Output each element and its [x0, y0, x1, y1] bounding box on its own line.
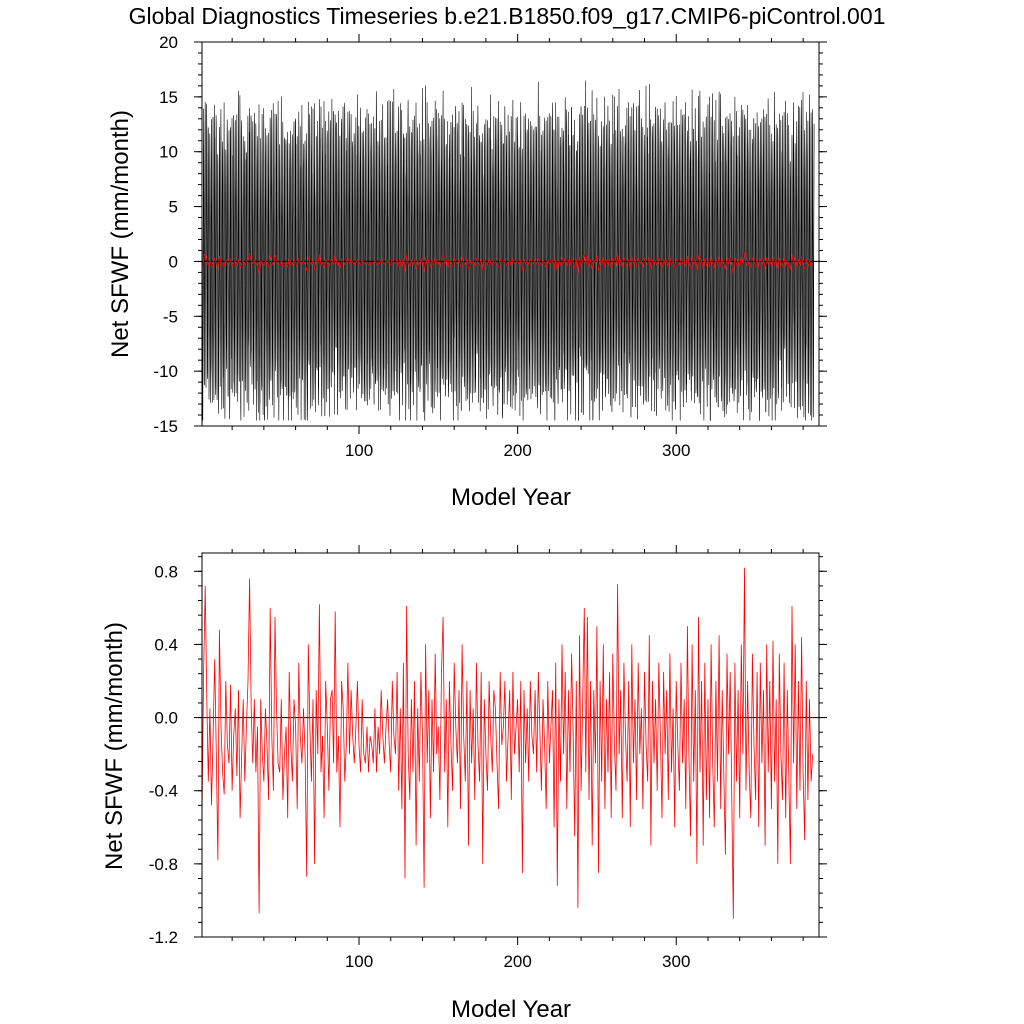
- bottom-plot-area: [201, 567, 819, 919]
- top-x-axis-label: Model Year: [451, 484, 571, 511]
- bottom-y-axis-label: Net SFWF (mm/month): [101, 622, 128, 870]
- y-tick-label: 0.8: [154, 562, 178, 581]
- monthly-series-line: [201, 80, 815, 421]
- y-tick-label: -10: [153, 362, 178, 381]
- bottom-panel: 100 200 300 -1.2 -0.8 -0.4 0.0 0.4 0.8 Net SFWF …: [101, 545, 827, 1023]
- x-tick-label: 100: [345, 952, 373, 971]
- chart-title: Global Diagnostics Timeseries b.e21.B185…: [129, 3, 886, 29]
- x-tick-label: 100: [345, 441, 373, 460]
- top-axes-ticks: 100 200 300 -15 -10 -5 0 5 10 15 20: [153, 33, 827, 460]
- y-tick-label: -0.4: [149, 782, 178, 801]
- y-tick-label: 0.4: [154, 635, 178, 654]
- y-tick-label: -1.2: [149, 928, 178, 947]
- y-tick-label: 0.0: [154, 709, 178, 728]
- y-tick-label: 0: [169, 252, 178, 271]
- y-tick-label: 15: [159, 88, 178, 107]
- x-tick-label: 300: [662, 952, 690, 971]
- y-tick-label: 5: [169, 198, 178, 217]
- y-tick-label: -0.8: [149, 855, 178, 874]
- y-tick-label: -15: [153, 417, 178, 436]
- top-y-axis-label: Net SFWF (mm/month): [107, 110, 134, 358]
- top-plot-frame: [201, 41, 820, 427]
- x-tick-label: 200: [503, 952, 531, 971]
- y-tick-label: 10: [159, 143, 178, 162]
- bottom-axes-ticks: 100 200 300 -1.2 -0.8 -0.4 0.0 0.4 0.8: [149, 545, 827, 971]
- y-tick-label: -5: [163, 307, 178, 326]
- top-plot-area: [201, 80, 819, 421]
- x-tick-label: 200: [503, 441, 531, 460]
- x-tick-label: 300: [662, 441, 690, 460]
- top-panel: 100 200 300 -15 -10 -5 0 5 10 15 20 Net SFWF (mm/m…: [107, 33, 827, 511]
- y-tick-label: 20: [159, 33, 178, 52]
- bottom-x-axis-label: Model Year: [451, 996, 571, 1023]
- annual-mean-series-line: [201, 251, 813, 274]
- annual-mean-series-line: [201, 567, 814, 919]
- bottom-plot-frame: [201, 552, 820, 938]
